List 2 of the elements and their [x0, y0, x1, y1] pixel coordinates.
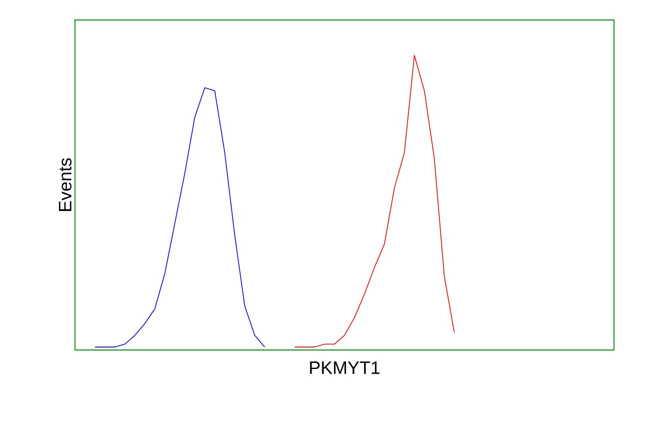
y-axis-title: Events: [58, 158, 72, 211]
x-axis-title: PKMYT1: [310, 362, 380, 374]
